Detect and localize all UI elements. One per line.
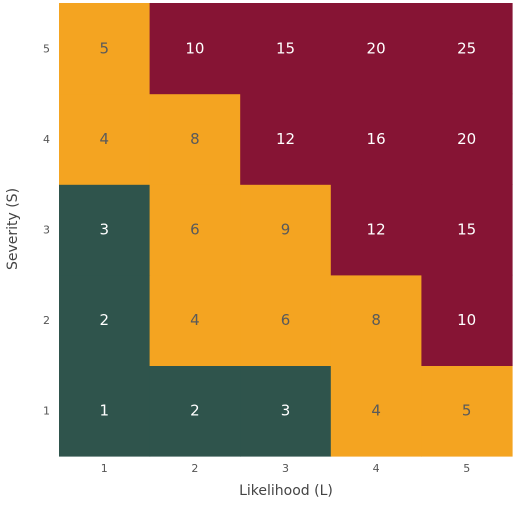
heatmap-cell-L2-S4	[149, 93, 241, 185]
cell-value-label: 15	[276, 39, 295, 57]
cell-value-label: 10	[457, 311, 476, 329]
cell-value-label: 4	[100, 130, 110, 148]
heatmap-cell-L3-S1	[240, 365, 332, 457]
cell-value-label: 10	[185, 39, 204, 57]
cell-value-label: 25	[457, 39, 476, 57]
heatmap-cell-L3-S4	[240, 93, 332, 185]
heatmap-cell-L4-S4	[330, 93, 422, 185]
heatmap-cells: 1 2 3 4 52 4 6 8 103 6 9 12 154 8 12 16 205 10 15 20 25	[59, 3, 513, 457]
y-axis-label: Severity (S)	[5, 188, 21, 270]
cell-value-label: 20	[367, 39, 386, 57]
heatmap-cell-L2-S2	[149, 274, 241, 366]
x-axis-ticks: 1 2 3 4 5	[101, 462, 470, 475]
cell-value-label: 15	[457, 221, 476, 239]
cell-value-label: 3	[281, 402, 291, 420]
y-tick-label: 5	[43, 42, 50, 55]
cell-value-label: 4	[190, 311, 200, 329]
heatmap-cell-L5-S5	[421, 3, 513, 95]
cell-value-label: 8	[190, 130, 200, 148]
y-tick-label: 2	[43, 314, 50, 327]
heatmap-cell-L5-S1	[421, 365, 513, 457]
heatmap-cell-L4-S2	[330, 274, 422, 366]
cell-value-label: 9	[281, 221, 291, 239]
cell-value-label: 8	[371, 311, 381, 329]
heatmap-cell-L3-S5	[240, 3, 332, 95]
heatmap-cell-L5-S3	[421, 184, 513, 276]
x-tick-label: 5	[463, 462, 470, 475]
y-axis-ticks: 1 2 3 4 5	[43, 42, 50, 417]
heatmap-cell-L1-S1	[59, 365, 151, 457]
heatmap-cell-L2-S1	[149, 365, 241, 457]
heatmap-cell-L1-S3	[59, 184, 151, 276]
cell-value-label: 2	[190, 402, 200, 420]
heatmap-cell-L3-S3	[240, 184, 332, 276]
cell-value-label: 5	[462, 402, 472, 420]
cell-value-label: 12	[367, 221, 386, 239]
cell-value-label: 12	[276, 130, 295, 148]
y-tick-label: 3	[43, 224, 50, 237]
cell-value-label: 2	[100, 311, 110, 329]
y-tick-label: 1	[43, 405, 50, 418]
heatmap-cell-L1-S4	[59, 93, 151, 185]
heatmap-cell-L1-S5	[59, 3, 151, 95]
cell-value-label: 5	[100, 39, 110, 57]
heatmap-cell-L4-S5	[330, 3, 422, 95]
heatmap-cell-L3-S2	[240, 274, 332, 366]
x-tick-label: 4	[373, 462, 380, 475]
x-axis-label: Likelihood (L)	[239, 483, 333, 499]
y-tick-label: 4	[43, 133, 50, 146]
heatmap-cell-L2-S5	[149, 3, 241, 95]
x-tick-label: 1	[101, 462, 108, 475]
x-tick-label: 2	[191, 462, 198, 475]
cell-value-label: 1	[100, 402, 110, 420]
cell-value-label: 6	[190, 221, 200, 239]
cell-value-label: 4	[371, 402, 381, 420]
heatmap-cell-L5-S2	[421, 274, 513, 366]
heatmap-cell-L4-S1	[330, 365, 422, 457]
heatmap-cell-L5-S4	[421, 93, 513, 185]
heatmap-cell-L2-S3	[149, 184, 241, 276]
cell-value-label: 6	[281, 311, 291, 329]
heatmap-cell-L4-S3	[330, 184, 422, 276]
heatmap-cell-L1-S2	[59, 274, 151, 366]
cell-value-label: 16	[367, 130, 386, 148]
x-tick-label: 3	[282, 462, 289, 475]
cell-value-label: 3	[100, 221, 110, 239]
cell-value-label: 20	[457, 130, 476, 148]
